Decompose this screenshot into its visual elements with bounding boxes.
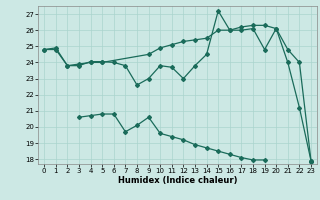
X-axis label: Humidex (Indice chaleur): Humidex (Indice chaleur)	[118, 176, 237, 185]
